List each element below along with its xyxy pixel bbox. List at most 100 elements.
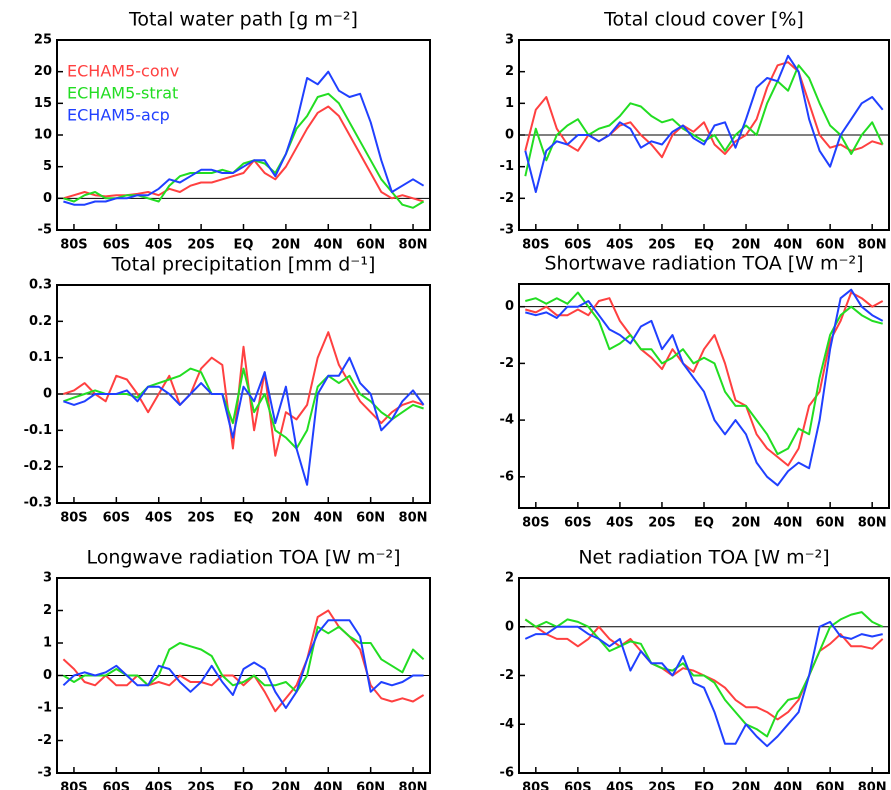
- x-tick-label: 40S: [145, 781, 172, 790]
- legend-entry: ECHAM5-conv: [67, 62, 179, 81]
- series-line: [63, 331, 424, 457]
- y-tick-label: 0.3: [29, 278, 52, 293]
- y-tick-label: 0.2: [29, 314, 52, 329]
- series-line: [63, 92, 425, 209]
- y-tick-label: -4: [500, 413, 514, 428]
- plot-frame: [56, 39, 431, 231]
- y-tick-label: 15: [34, 96, 52, 111]
- x-tick-label: 60N: [816, 238, 845, 253]
- x-tick-label: 80N: [858, 516, 887, 531]
- x-tick-label: 80N: [399, 511, 428, 526]
- chart-title: Net radiation TOA [W m⁻²]: [578, 547, 829, 569]
- y-tick-label: 5: [43, 159, 52, 174]
- series-line: [524, 618, 884, 721]
- series-line: [524, 64, 884, 177]
- x-tick-label: EQ: [234, 781, 254, 790]
- y-tick-label: 10: [34, 128, 52, 143]
- chart-title: Longwave radiation TOA [W m⁻²]: [86, 547, 400, 569]
- x-tick-label: 60S: [103, 238, 130, 253]
- x-tick-label: 40S: [145, 511, 172, 526]
- y-tick-label: -6: [500, 766, 514, 781]
- x-tick-label: 20N: [271, 781, 300, 790]
- y-tick-label: 0: [505, 299, 514, 314]
- series-line: [63, 356, 425, 486]
- x-tick-label: 80S: [60, 238, 87, 253]
- legend-entry: ECHAM5-strat: [67, 84, 178, 103]
- series-line: [525, 291, 884, 467]
- plot-frame: [518, 283, 890, 509]
- series-line: [524, 611, 884, 738]
- y-tick-label: 1: [505, 96, 514, 111]
- series-line: [62, 619, 424, 709]
- x-tick-label: 60N: [356, 511, 385, 526]
- x-tick-label: 80N: [858, 781, 887, 790]
- y-tick-label: 2: [43, 603, 52, 618]
- x-tick-label: 60S: [564, 781, 591, 790]
- y-tick-label: 2: [505, 64, 514, 79]
- plot-frame: [56, 284, 431, 504]
- y-tick-label: 0: [43, 387, 52, 402]
- x-tick-label: 40N: [774, 516, 803, 531]
- series-line: [63, 70, 425, 206]
- series-line: [63, 367, 424, 450]
- y-tick-label: -3: [500, 223, 514, 238]
- series-line: [524, 54, 884, 193]
- x-tick-label: 40S: [606, 516, 633, 531]
- x-tick-label: 40S: [606, 238, 633, 253]
- x-tick-label: 20S: [648, 238, 675, 253]
- y-tick-label: 0: [43, 668, 52, 683]
- series-line: [62, 609, 425, 713]
- y-tick-label: -0.3: [24, 496, 52, 511]
- x-tick-label: 60N: [356, 238, 385, 253]
- x-tick-label: 60N: [356, 781, 385, 790]
- y-tick-label: -5: [38, 223, 52, 238]
- plot-frame: [518, 39, 890, 231]
- x-tick-label: 20N: [732, 781, 761, 790]
- x-tick-label: 80S: [60, 781, 87, 790]
- y-tick-label: 3: [505, 33, 514, 48]
- x-tick-label: 40N: [774, 781, 803, 790]
- x-tick-label: 60S: [103, 781, 130, 790]
- y-tick-label: 1: [43, 636, 52, 651]
- x-tick-label: 20S: [187, 511, 214, 526]
- x-tick-label: 20S: [187, 238, 214, 253]
- y-tick-label: 0.1: [29, 350, 52, 365]
- x-tick-label: 80S: [60, 511, 87, 526]
- y-tick-label: -2: [500, 356, 514, 371]
- y-tick-label: -4: [500, 717, 514, 732]
- x-tick-label: 60S: [103, 511, 130, 526]
- plot-frame: [518, 577, 890, 774]
- y-tick-label: -1: [500, 159, 514, 174]
- x-tick-label: 40S: [145, 238, 172, 253]
- chart-title: Total precipitation [mm d⁻¹]: [111, 254, 376, 276]
- y-tick-label: -6: [500, 469, 514, 484]
- y-tick-label: 3: [43, 571, 52, 586]
- series-line: [524, 61, 883, 159]
- legend-entry: ECHAM5-acp: [67, 106, 170, 125]
- series-line: [524, 620, 883, 748]
- series-line: [525, 291, 883, 456]
- x-tick-label: 80S: [522, 238, 549, 253]
- x-tick-label: 20S: [187, 781, 214, 790]
- plot-frame: [56, 577, 431, 774]
- x-tick-label: EQ: [694, 781, 714, 790]
- x-tick-label: 20N: [732, 238, 761, 253]
- x-tick-label: 20S: [648, 516, 675, 531]
- x-tick-label: 20N: [732, 516, 761, 531]
- y-tick-label: 25: [34, 33, 52, 48]
- x-tick-label: 40N: [774, 238, 803, 253]
- y-tick-label: 0: [505, 619, 514, 634]
- x-tick-label: 60S: [564, 516, 591, 531]
- x-tick-label: 40N: [314, 238, 343, 253]
- y-tick-label: 2: [505, 571, 514, 586]
- y-tick-label: 0: [43, 191, 52, 206]
- x-tick-label: 40N: [314, 781, 343, 790]
- x-tick-label: 60N: [816, 516, 845, 531]
- y-tick-label: 20: [34, 64, 52, 79]
- y-tick-label: -2: [500, 191, 514, 206]
- x-tick-label: EQ: [694, 516, 714, 531]
- y-tick-label: -2: [38, 733, 52, 748]
- y-tick-label: -0.1: [24, 423, 52, 438]
- series-line: [525, 288, 884, 487]
